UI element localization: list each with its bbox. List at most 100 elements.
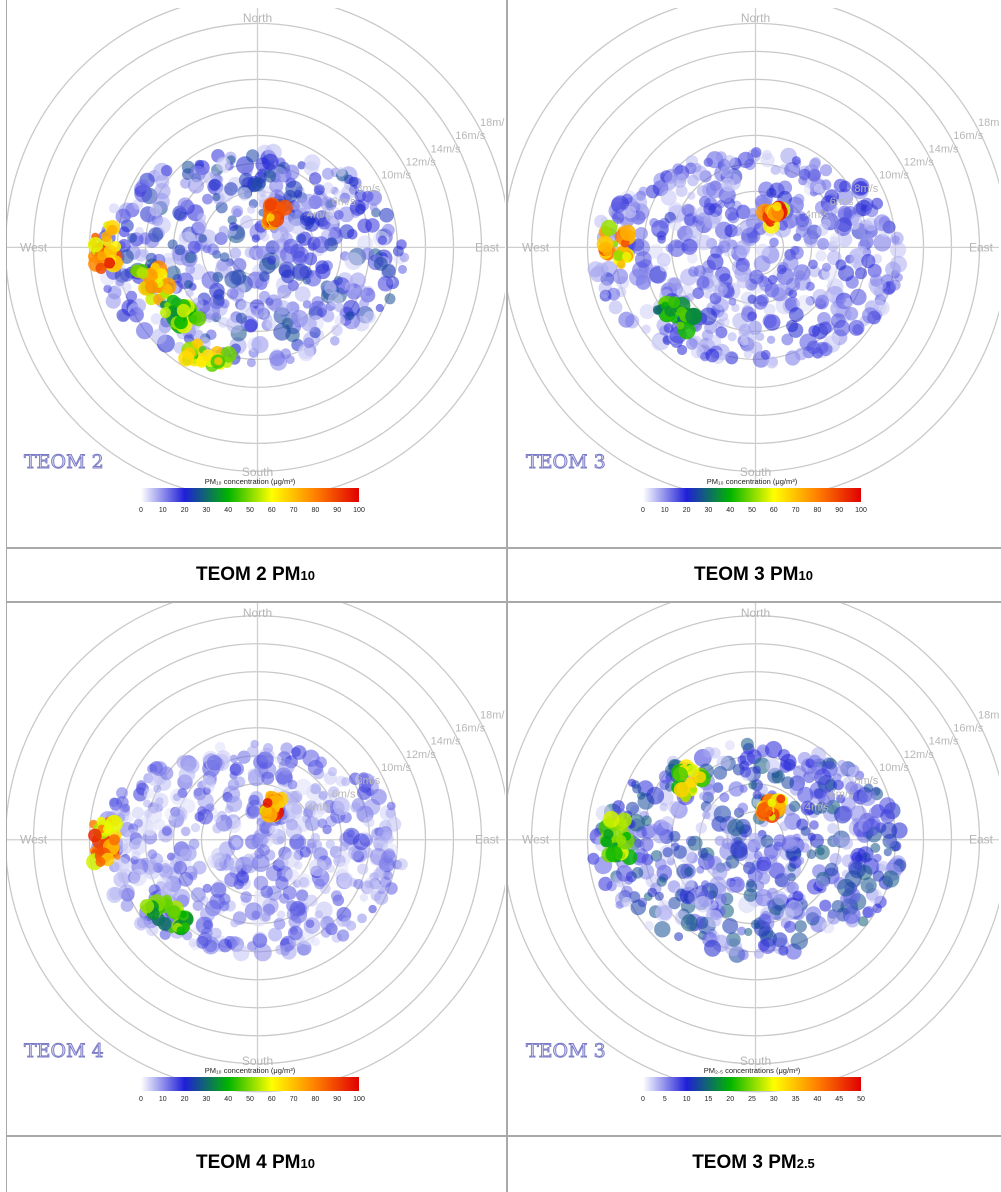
legend-tick-label: 10 — [683, 1096, 691, 1103]
concentration-cell — [229, 754, 239, 763]
concentration-cell — [683, 213, 696, 226]
concentration-cell — [791, 156, 801, 166]
concentration-cell — [229, 771, 238, 780]
concentration-cell — [743, 861, 756, 875]
concentration-cell — [821, 218, 831, 229]
concentration-cell — [166, 852, 176, 861]
concentration-cell — [143, 788, 155, 799]
concentration-cell — [330, 890, 343, 902]
concentration-cell — [255, 305, 269, 319]
concentration-cell — [753, 255, 771, 273]
concentration-cell — [224, 182, 238, 196]
concentration-cell — [129, 837, 147, 855]
concentration-cell — [226, 796, 243, 812]
concentration-cell — [386, 817, 402, 832]
concentration-cell — [297, 161, 306, 170]
concentration-cell — [681, 238, 698, 255]
concentration-cell — [339, 841, 349, 852]
concentration-cell — [137, 917, 148, 929]
concentration-cell — [179, 848, 191, 860]
concentration-cell — [763, 844, 779, 860]
compass-label-north: North — [243, 606, 272, 620]
concentration-cell — [368, 904, 377, 914]
concentration-cell — [883, 848, 892, 857]
legend-tick-label: 25 — [748, 1096, 756, 1103]
caption-main: TEOM 2 PM — [196, 564, 301, 585]
concentration-cell — [696, 234, 712, 251]
concentration-cell — [761, 149, 772, 161]
legend-tick-label: 90 — [333, 1096, 341, 1103]
concentration-cell — [724, 740, 735, 751]
hotspot-cell — [176, 926, 185, 935]
concentration-cell — [880, 809, 895, 824]
hotspot-cell — [676, 306, 687, 317]
concentration-cell — [608, 300, 623, 315]
concentration-cell — [737, 151, 754, 169]
concentration-cell — [726, 880, 739, 893]
concentration-cell — [713, 805, 732, 823]
concentration-cell — [750, 147, 762, 158]
concentration-cell — [743, 350, 752, 359]
concentration-cell — [695, 822, 707, 834]
concentration-cell — [352, 833, 370, 851]
hotspot-cell — [685, 776, 698, 788]
concentration-cell — [161, 826, 172, 836]
concentration-cell — [152, 792, 169, 809]
concentration-cell — [278, 758, 295, 775]
concentration-cell — [763, 303, 776, 316]
concentration-cell — [829, 853, 842, 866]
concentration-cell — [889, 279, 901, 291]
concentration-cell — [727, 332, 737, 342]
concentration-cell — [879, 797, 896, 814]
hotspot-cell — [160, 307, 171, 319]
concentration-cell — [703, 212, 720, 229]
station-label: TEOM 4 — [24, 1040, 104, 1062]
concentration-cell — [109, 797, 123, 811]
concentration-cell — [280, 742, 294, 755]
table-border-row2 — [6, 601, 1001, 603]
concentration-cell — [824, 189, 839, 204]
concentration-cell — [861, 254, 876, 269]
concentration-cell — [766, 899, 776, 909]
concentration-cell — [344, 281, 354, 291]
concentration-cell — [786, 881, 799, 894]
concentration-cell — [273, 755, 282, 764]
concentration-cell — [683, 891, 695, 903]
concentration-cell — [684, 866, 694, 877]
hotspot-cell — [619, 224, 637, 241]
concentration-cell — [202, 302, 220, 320]
hotspot-cell — [673, 782, 690, 798]
concentration-cell — [386, 801, 396, 811]
compass-label-west: West — [522, 833, 550, 847]
concentration-cell — [854, 854, 864, 863]
concentration-cell — [766, 356, 778, 369]
concentration-cell — [810, 169, 821, 181]
concentration-cell — [147, 849, 158, 860]
concentration-cell — [161, 881, 179, 899]
concentration-cell — [707, 335, 722, 349]
hotspot-cell — [108, 834, 120, 846]
concentration-cell — [836, 805, 853, 822]
concentration-cell — [670, 219, 682, 231]
speed-ring-label: 6m/s — [332, 788, 356, 800]
concentration-field — [87, 143, 410, 372]
concentration-field — [587, 147, 907, 369]
concentration-cell — [347, 229, 358, 240]
concentration-cell — [656, 230, 667, 241]
concentration-cell — [202, 883, 212, 893]
concentration-cell — [812, 805, 823, 815]
concentration-cell — [395, 858, 408, 871]
concentration-cell — [645, 184, 660, 199]
concentration-cell — [871, 197, 883, 210]
speed-ring-label: 16m/s — [953, 130, 983, 142]
concentration-cell — [139, 232, 152, 245]
hotspot-cell — [275, 202, 287, 214]
concentration-cell — [659, 802, 669, 812]
concentration-cell — [125, 290, 138, 302]
concentration-cell — [663, 323, 674, 333]
concentration-cell — [180, 826, 191, 837]
concentration-cell — [782, 834, 800, 852]
concentration-cell — [313, 184, 325, 196]
